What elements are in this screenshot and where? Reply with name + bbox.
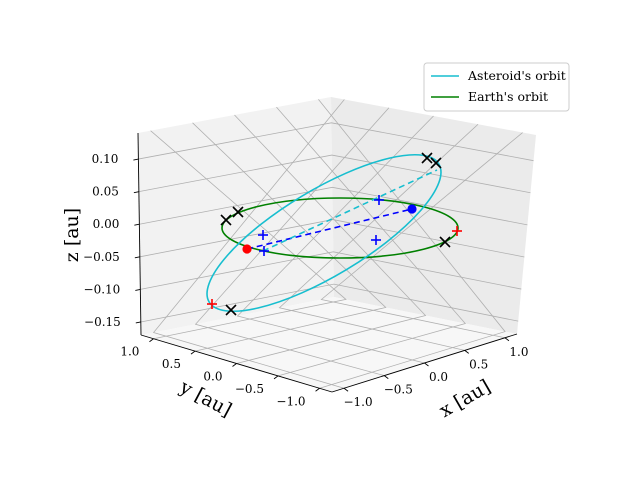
- z-gridline: [138, 122, 534, 162]
- asteroid-node-marker-red: [242, 244, 252, 254]
- z-gridline: [138, 154, 531, 194]
- x-tick-label: 0.5: [469, 357, 488, 371]
- asteroid-dashed-line: [262, 169, 438, 252]
- x-tick-label: 0.0: [429, 370, 448, 384]
- y-tick-label: 0.5: [162, 357, 181, 371]
- red-plus-marker: [452, 226, 462, 236]
- z-gridline: [139, 186, 528, 226]
- z-axis-line: [137, 132, 142, 336]
- black-x-marker: [220, 214, 232, 226]
- black-x-marker: [421, 152, 433, 164]
- asteroid-orbit: [206, 153, 442, 313]
- black-x-marker-stroke: [439, 236, 451, 248]
- x-gridline: [236, 115, 434, 364]
- y-tick-mark: [232, 363, 237, 367]
- z-gridline: [140, 283, 519, 323]
- z-gridline: [139, 219, 525, 258]
- y-tick-label: −1.0: [276, 394, 305, 408]
- z-tick-label: −0.15: [84, 315, 121, 329]
- z-tick-mark: [134, 256, 140, 259]
- black-x-marker-stroke: [430, 157, 442, 169]
- blue-plus-marker: [259, 246, 269, 256]
- z-tick-label: −0.05: [83, 250, 120, 264]
- legend-box: [423, 62, 570, 112]
- y-tick-mark: [315, 387, 320, 392]
- x-tick-mark: [504, 337, 510, 342]
- orbit-curves: [206, 153, 459, 313]
- y-tick-mark: [273, 375, 279, 380]
- y-gridline: [234, 114, 427, 364]
- black-x-marker: [439, 236, 451, 248]
- tick-labels: −0.15 −0.10 −0.05 0.00 0.05 0.10 −1.0 −0.5 0.0 0.…: [83, 152, 528, 409]
- z-tick-mark: [135, 321, 141, 324]
- x-tick-label: 1.0: [509, 345, 528, 359]
- x-gridline: [278, 123, 479, 351]
- x-tick-label: −0.5: [384, 383, 413, 397]
- x-gridline: [152, 99, 345, 389]
- z-tick-label: 0.00: [93, 217, 120, 231]
- y-gridline: [150, 130, 347, 340]
- asteroid-node-marker-blue: [407, 204, 417, 214]
- legend-asteroid-label: Asteroid's orbit: [467, 68, 566, 83]
- z-tick-mark: [133, 191, 139, 194]
- y-gridline: [192, 122, 387, 352]
- z-axis-label: z [au]: [61, 208, 83, 262]
- z-gridline: [140, 251, 522, 290]
- z-tick-mark: [134, 223, 140, 226]
- y-tick-label: −0.5: [235, 382, 264, 396]
- black-x-marker-stroke: [232, 206, 244, 218]
- black-x-marker: [225, 304, 237, 316]
- z-tick-label: 0.10: [92, 152, 119, 166]
- y-tick-label: 0.0: [203, 370, 222, 384]
- x-gridline: [194, 107, 390, 376]
- y-tick-label: 1.0: [120, 345, 139, 359]
- black-x-marker-stroke: [225, 304, 237, 316]
- orbit-markers: [207, 152, 462, 316]
- y-tick-mark: [190, 350, 196, 355]
- x-tick-mark: [384, 375, 389, 379]
- x-tick-mark: [424, 362, 429, 367]
- back-right-pane: [331, 97, 536, 334]
- x-tick-mark: [343, 387, 349, 392]
- y-tick-mark: [149, 338, 154, 343]
- x-tick-mark: [464, 350, 469, 354]
- z-tick-label: 0.05: [92, 185, 119, 199]
- black-x-marker-stroke: [421, 152, 433, 164]
- z-tick-label: −0.10: [84, 282, 121, 296]
- legend-earth-label: Earth's orbit: [468, 89, 548, 104]
- earth-orbit: [221, 197, 459, 259]
- y-gridline: [318, 99, 506, 389]
- z-tick-mark: [135, 288, 141, 291]
- z-tick-mark: [133, 158, 139, 161]
- legend: Asteroid's orbit Earth's orbit: [423, 62, 570, 112]
- line-of-nodes: [246, 208, 413, 250]
- axes: [133, 132, 518, 393]
- blue-plus-marker: [258, 230, 268, 240]
- blue-plus-marker: [371, 235, 381, 245]
- x-gridline: [320, 132, 523, 339]
- x-tick-label: −1.0: [343, 395, 372, 409]
- black-x-marker: [232, 206, 244, 218]
- black-x-marker-stroke: [220, 214, 232, 226]
- y-gridline: [276, 106, 467, 377]
- red-plus-marker: [207, 299, 217, 309]
- back-left-pane: [138, 97, 334, 335]
- grid-lines: [138, 99, 534, 389]
- black-x-marker: [430, 157, 442, 169]
- blue-plus-marker: [374, 195, 384, 205]
